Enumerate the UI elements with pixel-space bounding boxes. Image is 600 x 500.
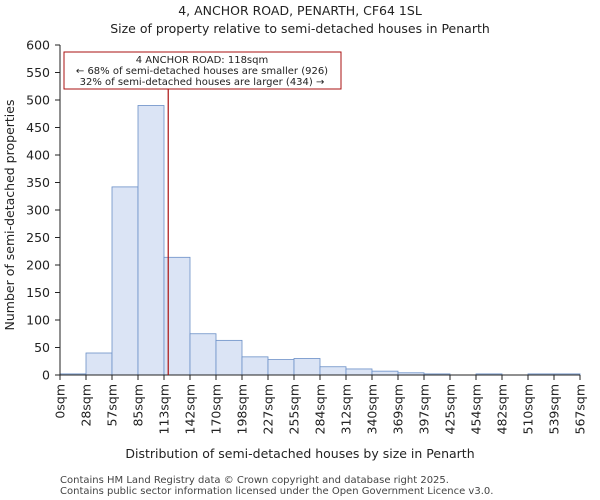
y-tick-label: 200 — [26, 258, 50, 273]
y-tick-label: 500 — [26, 93, 50, 108]
bar — [137, 105, 165, 376]
footer-line-2: Contains public sector information licen… — [60, 486, 493, 497]
x-axis-label: Distribution of semi-detached houses by … — [125, 446, 474, 461]
x-tick-label: 539sqm — [547, 384, 562, 434]
x-axis-ticks: 0sqm 28sqm 57sqm 85sqm 113sqm 142sqm 170sqm 198… — [53, 375, 588, 434]
chart-subtitle: Size of property relative to semi-detach… — [110, 21, 490, 36]
x-tick-label: 142sqm — [183, 384, 198, 434]
x-tick-label: 227sqm — [261, 384, 276, 434]
bar — [215, 339, 243, 376]
y-tick-label: 50 — [34, 340, 50, 355]
annotation-box: 4 ANCHOR ROAD: 118sqm ← 68% of semi-deta… — [63, 51, 342, 90]
bar — [111, 186, 139, 376]
annotation-line-1: 4 ANCHOR ROAD: 118sqm — [136, 55, 268, 66]
y-tick-label: 550 — [26, 65, 50, 80]
bar — [241, 356, 269, 376]
bar — [345, 368, 373, 376]
footer-line-1: Contains HM Land Registry data © Crown c… — [60, 475, 449, 486]
x-tick-label: 425sqm — [443, 384, 458, 434]
y-tick-label: 0 — [42, 368, 50, 383]
x-tick-label: 0sqm — [53, 384, 68, 419]
bar — [189, 333, 217, 376]
y-tick-label: 300 — [26, 203, 50, 218]
y-tick-label: 600 — [26, 38, 50, 53]
x-tick-label: 57sqm — [105, 384, 120, 427]
y-tick-label: 400 — [26, 148, 50, 163]
annotation-line-2: ← 68% of semi-detached houses are smalle… — [76, 66, 328, 77]
bars-group — [59, 105, 581, 376]
x-tick-label: 28sqm — [79, 384, 94, 427]
x-tick-label: 312sqm — [339, 384, 354, 434]
y-tick-label: 150 — [26, 285, 50, 300]
bar — [293, 358, 321, 376]
x-tick-label: 397sqm — [417, 384, 432, 434]
bar — [85, 352, 113, 376]
x-tick-label: 198sqm — [235, 384, 250, 434]
y-tick-label: 450 — [26, 120, 50, 135]
x-tick-label: 482sqm — [495, 384, 510, 434]
bar — [371, 370, 399, 376]
x-tick-label: 255sqm — [287, 384, 302, 434]
x-tick-label: 113sqm — [157, 384, 172, 434]
y-axis-ticks: 0 50 100 150 200 250 300 350 400 450 500 550 600 — [26, 38, 60, 383]
x-tick-label: 567sqm — [573, 384, 588, 434]
bar — [319, 366, 347, 376]
y-tick-label: 100 — [26, 313, 50, 328]
axes — [59, 45, 580, 376]
x-tick-label: 369sqm — [391, 384, 406, 434]
x-tick-label: 170sqm — [209, 384, 224, 434]
x-tick-label: 284sqm — [313, 384, 328, 434]
x-tick-label: 85sqm — [131, 384, 146, 427]
x-tick-label: 510sqm — [521, 384, 536, 434]
y-tick-label: 250 — [26, 230, 50, 245]
bar — [267, 359, 295, 376]
y-tick-label: 350 — [26, 175, 50, 190]
chart-title: 4, ANCHOR ROAD, PENARTH, CF64 1SL — [178, 3, 422, 18]
x-tick-label: 454sqm — [469, 384, 484, 434]
y-axis-label: Number of semi-detached properties — [2, 100, 17, 331]
annotation-line-3: 32% of semi-detached houses are larger (… — [80, 77, 325, 88]
annotation-border — [63, 51, 342, 90]
x-tick-label: 340sqm — [365, 384, 380, 434]
